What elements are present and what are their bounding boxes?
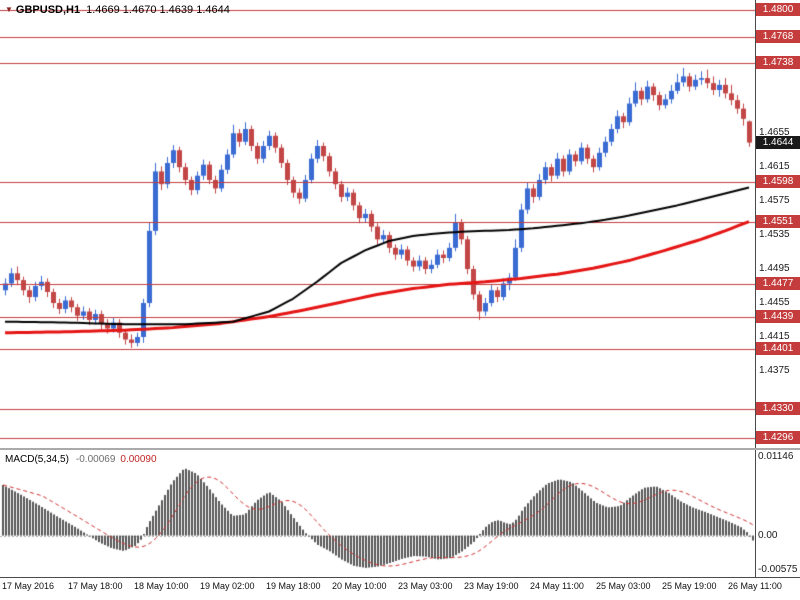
panel-splitter[interactable] bbox=[0, 448, 800, 450]
macd-name-label: MACD(5,34,5) bbox=[5, 454, 69, 465]
hline-price-label: 1.4551 bbox=[756, 215, 800, 228]
hline-price-label: 1.4800 bbox=[756, 3, 800, 16]
symbol-marker-icon: ▼ bbox=[5, 5, 13, 14]
time-axis-label: 23 May 03:00 bbox=[398, 581, 453, 591]
price-axis-tick-label: 1.4415 bbox=[759, 331, 790, 342]
hline-price-label: 1.4401 bbox=[756, 342, 800, 355]
price-axis-tick-label: 1.4575 bbox=[759, 195, 790, 206]
hline-price-label: 1.4768 bbox=[756, 30, 800, 43]
current-price-label: 1.4644 bbox=[756, 136, 800, 149]
time-axis-label: 20 May 10:00 bbox=[332, 581, 387, 591]
price-axis-tick-label: 1.4535 bbox=[759, 229, 790, 240]
price-axis-tick-label: 1.4455 bbox=[759, 297, 790, 308]
macd-indicator-label: MACD(5,34,5) -0.00069 0.00090 bbox=[5, 454, 157, 465]
time-axis-label: 18 May 10:00 bbox=[134, 581, 189, 591]
hline-price-label: 1.4330 bbox=[756, 402, 800, 415]
time-axis-label: 24 May 11:00 bbox=[530, 581, 584, 591]
price-axis-tick-label: 1.4655 bbox=[759, 127, 790, 138]
price-axis-tick-label: 1.4375 bbox=[759, 365, 790, 376]
time-axis-label: 26 May 11:00 bbox=[728, 581, 782, 591]
hline-price-label: 1.4296 bbox=[756, 431, 800, 444]
price-axis-tick-label: 1.4495 bbox=[759, 263, 790, 274]
price-axis-tick-label: 1.4615 bbox=[759, 161, 790, 172]
hline-price-label: 1.4598 bbox=[756, 175, 800, 188]
ohlc-values-label: 1.4669 1.4670 1.4639 1.4644 bbox=[86, 4, 230, 16]
time-axis-label: 19 May 18:00 bbox=[266, 581, 321, 591]
time-axis-label: 25 May 19:00 bbox=[662, 581, 717, 591]
hline-price-label: 1.4439 bbox=[756, 310, 800, 323]
time-axis-label: 17 May 18:00 bbox=[68, 581, 123, 591]
macd-scale-label: 0.01146 bbox=[758, 451, 794, 462]
macd-scale-label: -0.00575 bbox=[758, 564, 798, 575]
time-axis-label: 25 May 03:00 bbox=[596, 581, 651, 591]
main-price-chart-canvas[interactable] bbox=[0, 0, 756, 449]
time-axis-separator-line bbox=[0, 577, 800, 578]
symbol-timeframe-label: GBPUSD,H1 bbox=[15, 4, 81, 16]
macd-scale-label: 0.00 bbox=[758, 530, 778, 541]
macd-indicator-canvas[interactable] bbox=[0, 450, 756, 577]
time-axis-label: 17 May 2016 bbox=[2, 581, 55, 591]
macd-main-value: -0.00069 bbox=[75, 454, 116, 465]
chart-title: ▼ GBPUSD,H1 1.4669 1.4670 1.4639 1.4644 bbox=[5, 4, 230, 16]
hline-price-label: 1.4477 bbox=[756, 277, 800, 290]
time-axis-label: 23 May 19:00 bbox=[464, 581, 519, 591]
price-axis-separator-line bbox=[755, 0, 756, 577]
hline-price-label: 1.4738 bbox=[756, 56, 800, 69]
time-axis-label: 19 May 02:00 bbox=[200, 581, 255, 591]
macd-signal-value: 0.00090 bbox=[120, 454, 157, 465]
